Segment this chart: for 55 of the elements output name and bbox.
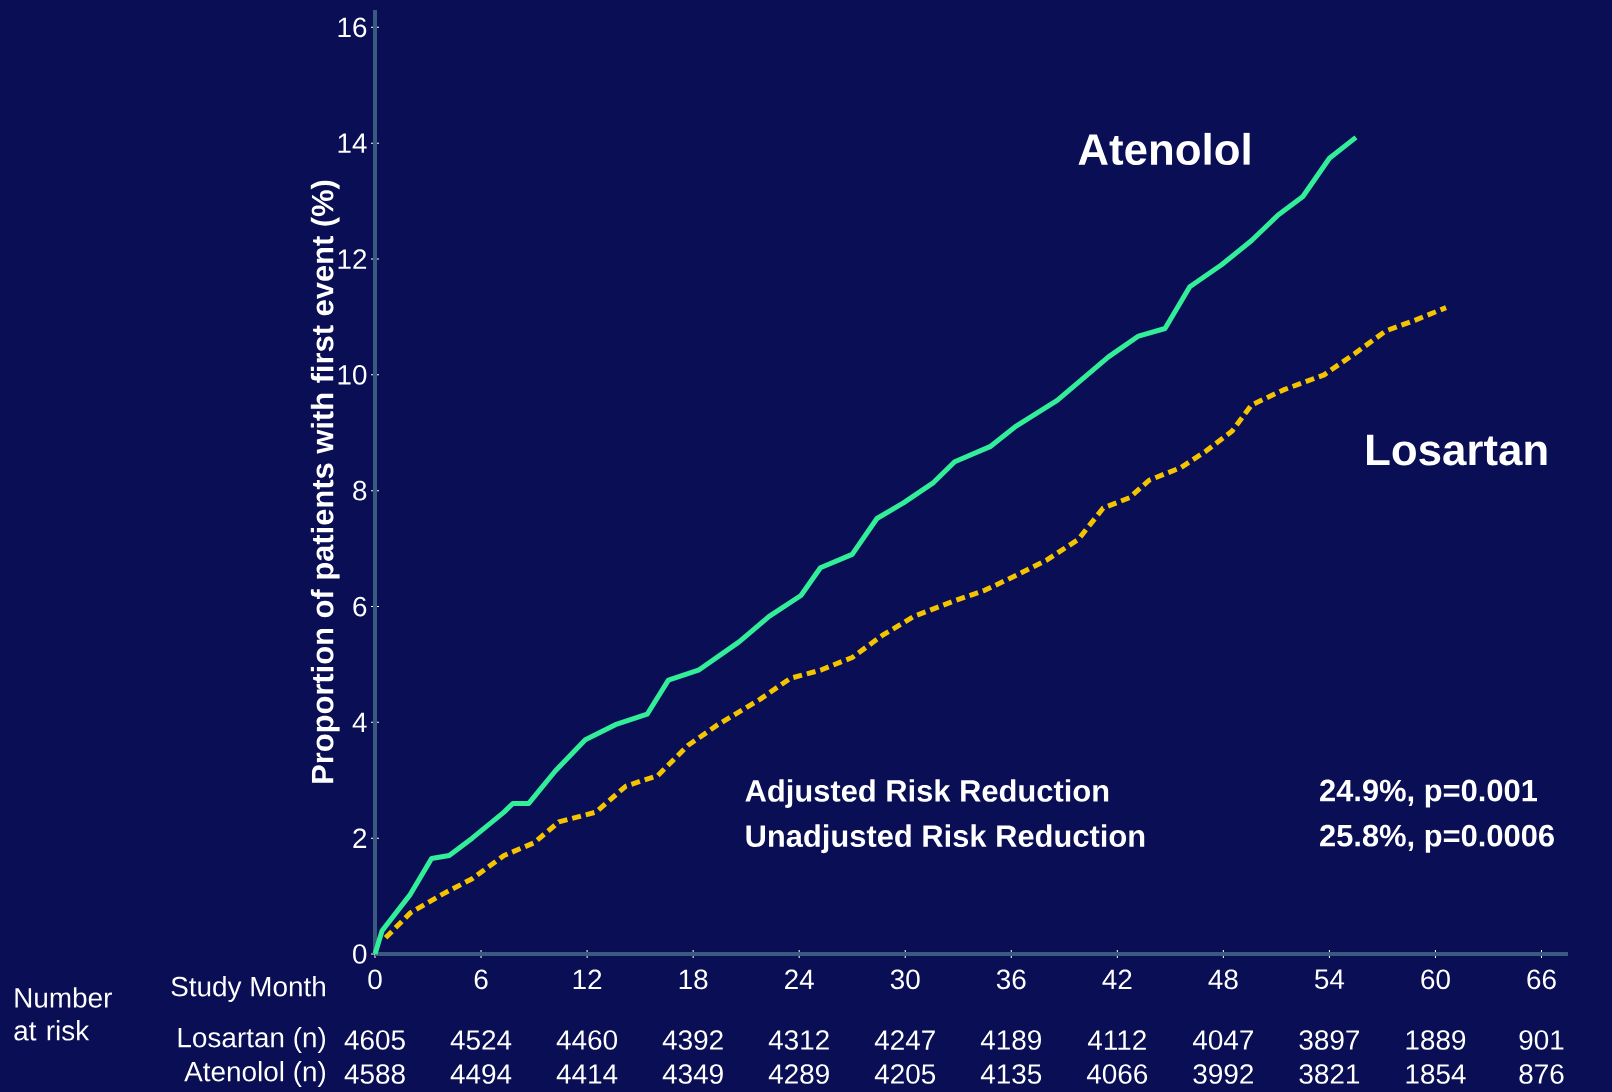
text: 4047 — [1192, 1030, 1253, 1050]
x-tick-label: 60 — [1421, 969, 1450, 990]
y-tick-label: 12 — [338, 249, 367, 269]
text: 4605 — [344, 1030, 405, 1050]
text: 3897 — [1299, 1030, 1360, 1050]
x-tick-label: 6 — [474, 969, 488, 990]
y-tick-label: 16 — [338, 17, 367, 38]
text: 4189 — [980, 1030, 1041, 1050]
y-tick-label: 8 — [353, 480, 367, 501]
text: 3992 — [1193, 1064, 1253, 1084]
y-tick-label: 0 — [353, 944, 367, 964]
text: 4289 — [768, 1064, 829, 1084]
text: 4349 — [662, 1064, 723, 1084]
annotation: 24.9%, p=0.001 — [1320, 779, 1538, 808]
annotation: 25.8%, p=0.0006 — [1320, 824, 1554, 853]
y-tick-label: 10 — [338, 364, 367, 385]
text: Number at risk — [14, 987, 112, 1041]
text: 1889 — [1406, 1030, 1466, 1050]
x-tick-label: 0 — [368, 969, 382, 990]
y-tick-label: 14 — [338, 133, 367, 153]
annotation: Unadjusted Risk Reduction — [746, 824, 1145, 854]
text: 3821 — [1299, 1064, 1360, 1084]
text: Losartan (n) — [178, 1027, 326, 1053]
text: 4066 — [1086, 1064, 1148, 1084]
y-tick-label: 4 — [352, 712, 367, 732]
x-tick-label: 12 — [573, 969, 602, 989]
series-label: Atenolol — [1078, 132, 1250, 166]
text: 876 — [1519, 1064, 1564, 1084]
text: 4112 — [1087, 1030, 1146, 1050]
text: Atenolol (n) — [184, 1061, 326, 1087]
x-tick-label: 48 — [1208, 969, 1238, 990]
text: 4524 — [450, 1030, 512, 1050]
x-tick-label: 36 — [996, 969, 1026, 990]
text: 4205 — [874, 1064, 936, 1084]
x-tick-label: 24 — [785, 969, 814, 989]
text: 4414 — [556, 1064, 618, 1084]
text: 1854 — [1406, 1064, 1466, 1084]
text: 4392 — [662, 1030, 723, 1050]
text: 4135 — [980, 1064, 1042, 1084]
series-label: Losartan — [1367, 434, 1547, 466]
x-tick-label: 66 — [1527, 969, 1556, 990]
text: 4588 — [344, 1064, 405, 1084]
y-tick-label: 2 — [353, 828, 367, 848]
x-tick-label: 54 — [1315, 969, 1345, 989]
y-tick-label: 6 — [353, 596, 367, 617]
text: Study Month — [171, 976, 325, 1002]
text: 4312 — [768, 1030, 829, 1050]
text: 901 — [1519, 1030, 1564, 1050]
x-tick-label: 42 — [1102, 969, 1132, 989]
x-tick-label: 30 — [890, 969, 920, 990]
annotation: Adjusted Risk Reduction — [745, 779, 1109, 808]
text: 4460 — [556, 1030, 618, 1050]
x-tick-label: 18 — [679, 969, 708, 990]
text: 4247 — [874, 1030, 935, 1050]
text: 4494 — [450, 1064, 512, 1084]
